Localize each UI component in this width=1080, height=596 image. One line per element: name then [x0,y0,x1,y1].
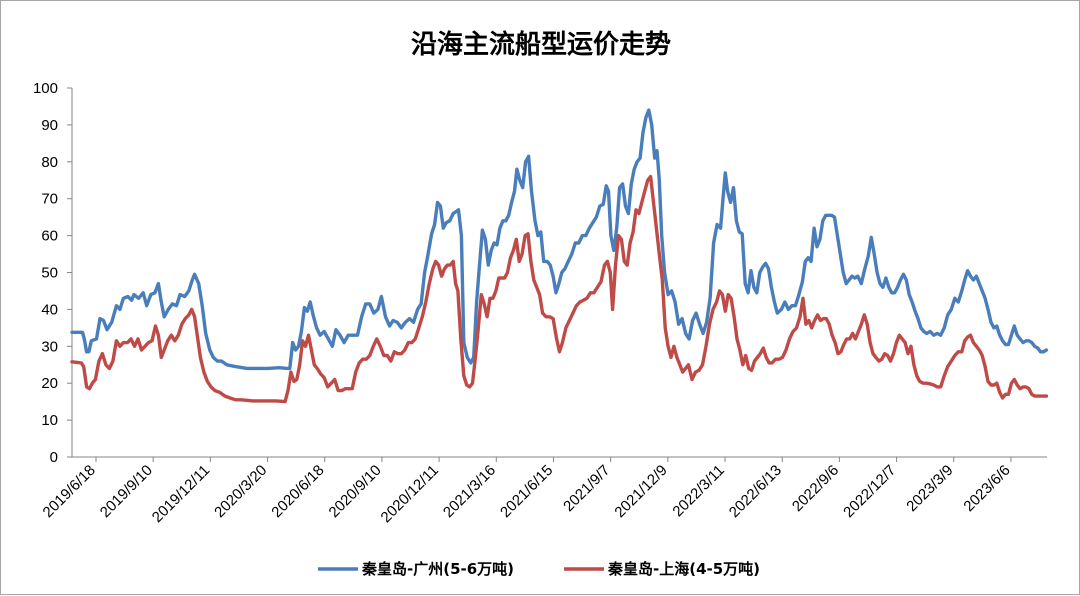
y-tick-label: 10 [41,412,58,429]
x-tick-label: 2020/12/11 [378,462,442,526]
legend-item-guangzhou-label: 秦皇岛-广州(5-6万吨) [361,560,514,578]
chart-title: 沿海主流船型运价走势 [411,29,671,60]
x-tick-label: 2022/3/11 [669,462,727,520]
x-axis: 2019/6/182019/9/102019/12/112020/3/20202… [40,456,1047,526]
y-tick-label: 50 [41,265,58,282]
x-tick-label: 2020/6/18 [268,462,327,521]
legend: 秦皇岛-广州(5-6万吨) 秦皇岛-上海(4-5万吨) [318,560,760,578]
series-line-guangzhou [70,108,1049,371]
series-line-shanghai [70,174,1049,404]
x-tick-label: 2023/3/9 [903,462,956,515]
x-tick-label: 2020/9/10 [326,462,385,521]
x-tick-label: 2019/6/18 [40,462,99,521]
y-tick-label: 0 [50,449,58,466]
x-tick-label: 2022/12/7 [840,462,899,521]
y-tick-label: 80 [41,154,58,171]
x-tick-label: 2022/6/13 [726,462,785,521]
y-tick-label: 90 [41,117,58,134]
y-tick-label: 20 [41,375,58,392]
y-tick-label: 40 [41,301,58,318]
x-tick-label: 2021/9/7 [560,462,613,515]
x-tick-label: 2021/6/15 [497,462,556,521]
y-tick-label: 100 [33,80,58,97]
y-axis: 0 10 20 30 40 50 60 70 80 90 100 [33,80,73,466]
y-tick-label: 70 [41,191,58,208]
x-tick-label: 2021/12/9 [611,462,670,521]
y-tick-label: 60 [41,228,58,245]
x-tick-label: 2019/12/11 [149,462,213,526]
y-tick-label: 30 [41,338,58,355]
x-tick-label: 2021/3/16 [440,462,499,521]
x-tick-label: 2022/9/6 [789,462,842,515]
x-tick-label: 2020/3/20 [211,462,270,521]
x-tick-label: 2019/9/10 [97,462,156,521]
series-lines [70,108,1049,404]
x-tick-label: 2023/6/6 [960,462,1013,515]
legend-item-shanghai-label: 秦皇岛-上海(4-5万吨) [607,560,760,578]
